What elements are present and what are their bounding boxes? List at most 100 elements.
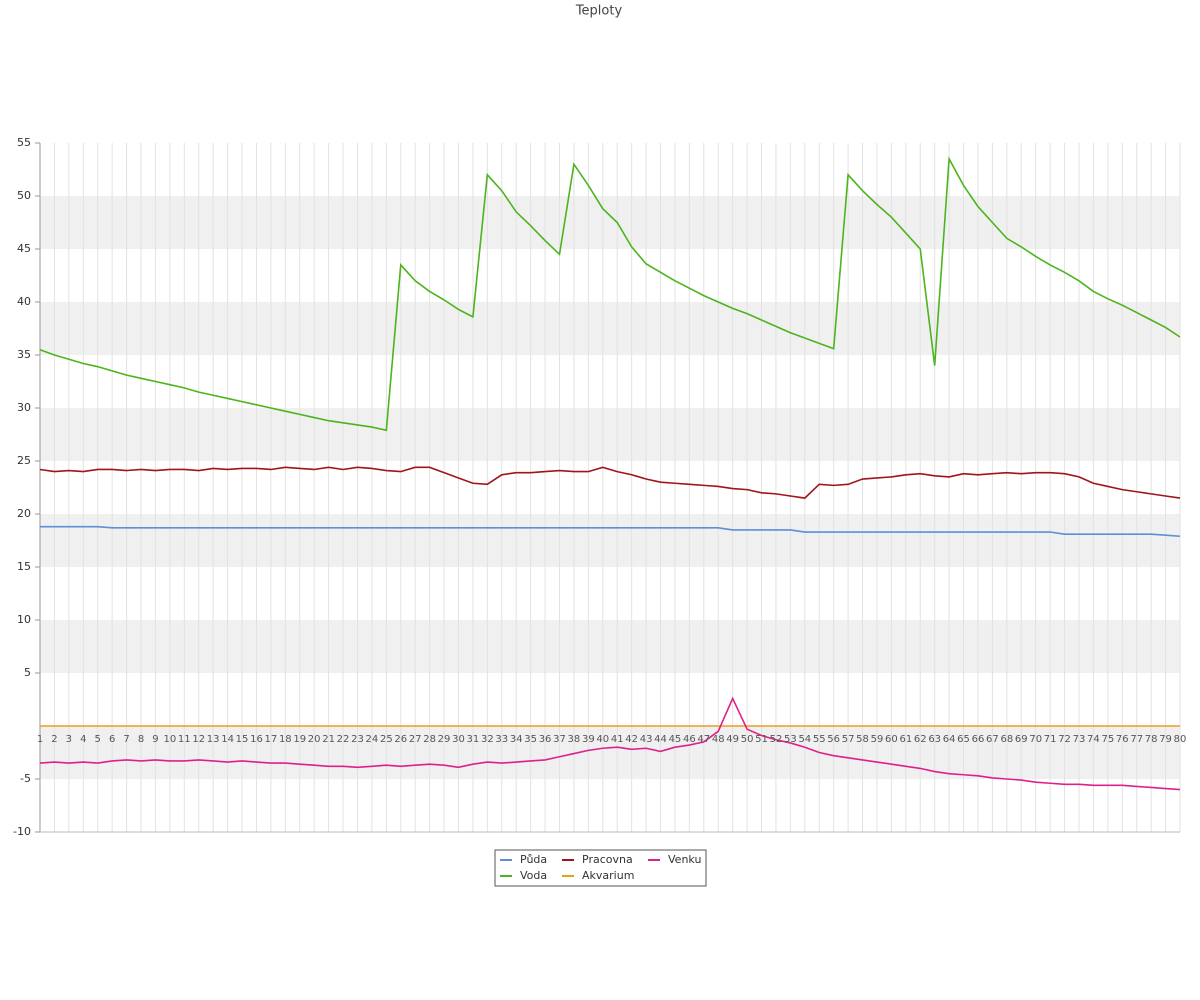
x-tick-label: 61: [899, 734, 912, 745]
y-tick-label: 5: [24, 666, 31, 679]
x-tick-label: 2: [51, 734, 57, 745]
x-tick-label: 38: [568, 734, 581, 745]
x-tick-label: 20: [308, 734, 321, 745]
x-tick-label: 62: [914, 734, 927, 745]
x-tick-label: 3: [66, 734, 72, 745]
x-tick-label: 63: [928, 734, 941, 745]
x-tick-label: 34: [510, 734, 523, 745]
x-tick-label: 13: [207, 734, 220, 745]
legend-label: Voda: [520, 869, 547, 882]
y-tick-label: -10: [13, 825, 31, 838]
x-tick-label: 79: [1159, 734, 1172, 745]
x-tick-label: 41: [611, 734, 624, 745]
chart-title: Teploty: [575, 4, 623, 19]
x-tick-label: 35: [524, 734, 537, 745]
x-tick-label: 31: [467, 734, 480, 745]
grid-band: [40, 514, 1180, 567]
x-tick-label: 14: [221, 734, 234, 745]
x-tick-label: 5: [95, 734, 101, 745]
x-tick-label: 54: [798, 734, 811, 745]
x-tick-label: 59: [871, 734, 884, 745]
x-tick-label: 51: [755, 734, 768, 745]
x-tick-label: 28: [423, 734, 436, 745]
series-line: [39, 466, 1181, 499]
y-tick-label: 15: [17, 560, 31, 573]
legend-box: [494, 849, 707, 887]
x-tick-label: 46: [683, 734, 696, 745]
x-tick-label: 11: [178, 734, 191, 745]
x-tick-label: 55: [813, 734, 826, 745]
x-tick-label: 48: [712, 734, 725, 745]
grid-band: [40, 620, 1180, 673]
x-tick-label: 39: [582, 734, 595, 745]
grid-band: [40, 302, 1180, 355]
x-tick-label: 6: [109, 734, 115, 745]
x-tick-label: 66: [972, 734, 985, 745]
series-line: [39, 156, 1181, 432]
x-tick-label: 19: [293, 734, 306, 745]
y-tick-label: 25: [17, 454, 31, 467]
x-tick-label: 8: [138, 734, 144, 745]
x-tick-label: 24: [366, 734, 379, 745]
x-tick-label: 70: [1029, 734, 1042, 745]
x-tick-label: 15: [236, 734, 249, 745]
legend-label: Venku: [668, 853, 701, 866]
x-tick-label: 22: [337, 734, 350, 745]
x-tick-label: 45: [669, 734, 682, 745]
x-tick-label: 57: [842, 734, 855, 745]
y-tick-label: -5: [20, 772, 31, 785]
y-tick-label: 35: [17, 348, 31, 361]
x-tick-label: 65: [957, 734, 970, 745]
y-tick-label: 45: [17, 242, 31, 255]
y-tick-label: 50: [17, 189, 31, 202]
x-tick-label: 78: [1145, 734, 1158, 745]
x-tick-label: 16: [250, 734, 263, 745]
x-tick-label: 18: [279, 734, 292, 745]
x-tick-label: 17: [265, 734, 278, 745]
x-tick-label: 80: [1174, 734, 1187, 745]
x-tick-label: 77: [1130, 734, 1143, 745]
x-tick-label: 67: [986, 734, 999, 745]
x-tick-label: 40: [596, 734, 609, 745]
y-tick-label: 40: [17, 295, 31, 308]
x-tick-label: 53: [784, 734, 797, 745]
x-tick-label: 12: [192, 734, 205, 745]
grid-band: [40, 196, 1180, 249]
x-tick-label: 27: [409, 734, 422, 745]
x-tick-label: 58: [856, 734, 869, 745]
x-tick-label: 29: [438, 734, 451, 745]
x-tick-label: 74: [1087, 734, 1100, 745]
x-tick-label: 76: [1116, 734, 1129, 745]
series-line: [40, 525, 1181, 538]
x-tick-label: 68: [1000, 734, 1013, 745]
x-tick-label: 30: [452, 734, 465, 745]
x-tick-label: 52: [770, 734, 783, 745]
y-tick-label: 10: [17, 613, 31, 626]
grid-band: [40, 726, 1180, 779]
x-tick-label: 10: [164, 734, 177, 745]
x-tick-label: 50: [741, 734, 754, 745]
x-tick-label: 60: [885, 734, 898, 745]
x-tick-label: 47: [697, 734, 710, 745]
series-line: [39, 696, 1181, 791]
x-tick-label: 69: [1015, 734, 1028, 745]
y-tick-label: 30: [17, 401, 31, 414]
x-tick-label: 9: [152, 734, 158, 745]
x-tick-label: 21: [322, 734, 335, 745]
x-tick-label: 4: [80, 734, 86, 745]
x-tick-label: 37: [553, 734, 566, 745]
x-tick-label: 36: [539, 734, 552, 745]
x-tick-label: 25: [380, 734, 393, 745]
x-tick-label: 44: [654, 734, 667, 745]
x-tick-label: 32: [481, 734, 494, 745]
x-tick-label: 64: [943, 734, 956, 745]
x-tick-label: 7: [123, 734, 129, 745]
y-tick-label: 55: [17, 136, 31, 149]
x-tick-label: 56: [827, 734, 840, 745]
x-tick-label: 33: [495, 734, 508, 745]
x-tick-label: 72: [1058, 734, 1071, 745]
legend-label: Pracovna: [582, 853, 633, 866]
legend-label: Půda: [520, 853, 547, 866]
